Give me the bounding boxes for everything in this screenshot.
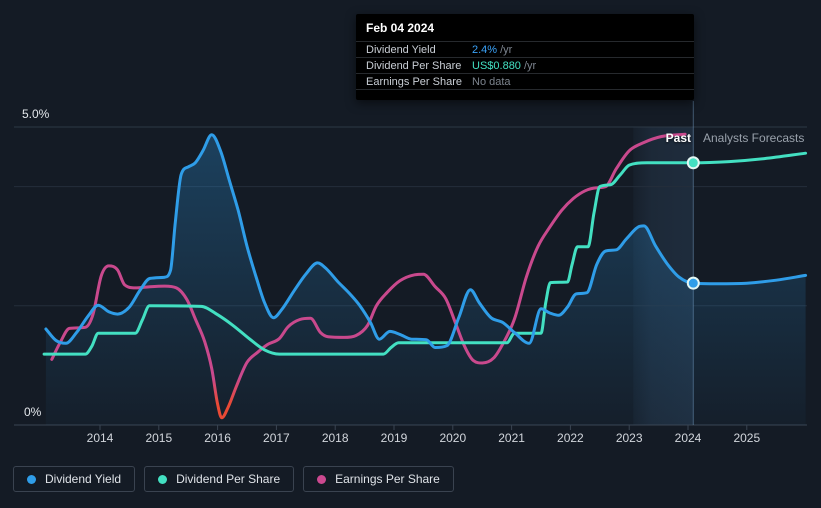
legend-item-earnings-per-share[interactable]: Earnings Per Share [303,466,454,492]
past-label: Past [665,131,691,145]
x-axis-label-2025: 2025 [733,431,761,445]
x-axis-label-2019: 2019 [380,431,408,445]
tooltip-row-value: 2.4% [472,43,498,56]
legend-item-label: Earnings Per Share [335,472,440,486]
legend-dot-icon [317,474,327,484]
tooltip-row-label: Dividend Per Share [366,59,462,72]
dividend-yield-line [44,133,808,349]
x-axis-label-2020: 2020 [439,431,467,445]
x-axis-label-2015: 2015 [145,431,173,445]
tooltip-row-earnings-per-share: Earnings Per Share No data [356,73,694,90]
legend-dot-icon [27,474,36,484]
x-axis-label-2016: 2016 [204,431,231,445]
legend-item-dividend-per-share[interactable]: Dividend Per Share [144,466,295,492]
x-axis-label-2017: 2017 [263,431,290,445]
tooltip-row-label: Dividend Yield [366,43,436,56]
legend-item-dividend-yield[interactable]: Dividend Yield [13,466,136,492]
x-axis-label-2023: 2023 [615,431,643,445]
earnings-per-share-line [50,132,687,420]
dividend-per-share-line [42,151,808,356]
x-axis-label-2014: 2014 [86,431,114,445]
tooltip-row-value: US$0.880 [472,59,521,72]
tooltip-row-dividend-per-share: Dividend Per Share US$0.880/yr [356,57,694,73]
legend-dot-icon [158,474,168,484]
tooltip-date: Feb 04 2024 [366,21,435,35]
tooltip-row-value: No data [472,75,511,88]
legend-item-label: Dividend Per Share [176,472,281,486]
dividend-yield-marker[interactable] [686,276,700,290]
tooltip-row-label: Earnings Per Share [366,75,462,88]
tooltip: Feb 04 2024 Dividend Yield 2.4%/yr Dividen… [356,14,694,100]
x-axis-label-2024: 2024 [674,431,702,445]
tooltip-row-unit: /yr [500,43,513,56]
tooltip-row-unit: /yr [523,59,537,72]
tooltip-row-dividend-yield: Dividend Yield 2.4%/yr [356,41,694,57]
analysts-forecasts-label: Analysts Forecasts [703,131,805,145]
x-axis-label-2022: 2022 [557,431,584,445]
x-axis-label-2018: 2018 [321,431,349,445]
legend-item-label: Dividend Yield [45,472,122,486]
x-axis-label-2021: 2021 [498,431,525,445]
legend: Dividend Yield Dividend Per Share Earnings… [13,466,454,492]
y-axis-label-top: 5.0% [22,107,50,121]
y-axis-label-bottom: 0% [24,405,42,419]
dividend-per-share-marker[interactable] [686,156,700,170]
